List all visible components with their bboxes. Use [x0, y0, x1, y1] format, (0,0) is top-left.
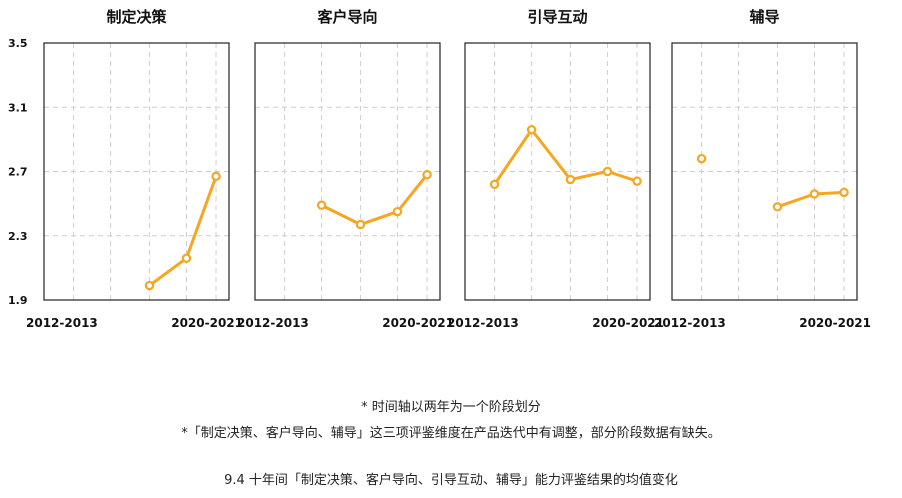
- footnote-missing-data: *「制定决策、客户导向、辅导」这三项评鉴维度在产品迭代中有调整，部分阶段数据有缺…: [181, 426, 721, 441]
- x-tick-label-first: 2012-2013: [237, 316, 309, 330]
- series-line-segment: [530, 128, 572, 182]
- data-point: [772, 202, 783, 212]
- y-tick-label: 1.9: [8, 294, 28, 307]
- data-point: [526, 125, 537, 135]
- series-line-segment: [320, 203, 362, 227]
- panel-2: 客户导向 2012-2013 2020-2021: [237, 8, 454, 330]
- series-line-segment: [568, 170, 609, 182]
- x-tick-label-first: 2012-2013: [447, 316, 519, 330]
- data-point: [211, 171, 221, 182]
- data-point: [144, 280, 155, 291]
- data-point: [696, 153, 707, 164]
- series-line-segment: [605, 170, 639, 183]
- footnote-time-axis: * 时间轴以两年为一个阶段划分: [361, 400, 541, 415]
- data-point: [565, 174, 576, 185]
- series-line-segment: [395, 173, 429, 214]
- panel-4: 辅导 2012-2013 2020-2021: [654, 8, 871, 330]
- series-line-segment: [358, 210, 399, 227]
- panel-title: 引导互动: [527, 8, 587, 26]
- panel-title: 制定决策: [106, 8, 167, 26]
- panel-frame: [254, 42, 441, 301]
- series-line-segment: [775, 192, 816, 209]
- data-point: [809, 189, 820, 199]
- x-tick-label-last: 2020-2021: [171, 316, 243, 330]
- figure-caption: 9.4 十年间「制定决策、客户导向、引导互动、辅导」能力评鉴结果的均值变化: [224, 473, 678, 488]
- data-point: [316, 200, 327, 210]
- series-line-segment: [147, 256, 188, 288]
- series-line-segment: [493, 128, 534, 186]
- panel-frame: [464, 42, 651, 301]
- y-tick-label: 3.5: [8, 37, 28, 50]
- y-tick-label: 2.3: [8, 230, 28, 243]
- data-point: [602, 166, 613, 177]
- x-tick-label-last: 2020-2021: [799, 316, 871, 330]
- panel-3: 引导互动 2012-2013 2020-2021: [447, 8, 664, 330]
- y-tick-label: 2.7: [8, 166, 28, 179]
- data-point: [632, 176, 642, 186]
- series-line-segment: [184, 174, 218, 260]
- panel-1: 制定决策 2012-2013 2020-2021: [26, 8, 243, 330]
- x-tick-label-first: 2012-2013: [654, 316, 726, 330]
- data-point: [489, 179, 500, 190]
- y-tick-label: 3.1: [8, 101, 28, 114]
- x-tick-label-last: 2020-2021: [592, 316, 664, 330]
- x-tick-label-first: 2012-2013: [26, 316, 98, 330]
- panel-title: 客户导向: [316, 8, 377, 26]
- panel-title: 辅导: [749, 8, 779, 26]
- data-point: [839, 187, 849, 198]
- series-line-segment: [812, 190, 846, 196]
- data-point: [181, 253, 192, 263]
- panel-frame: [671, 42, 858, 301]
- panel-frame: [43, 42, 230, 301]
- data-point: [422, 170, 432, 180]
- data-point: [392, 206, 403, 217]
- x-tick-label-last: 2020-2021: [382, 316, 454, 330]
- data-point: [355, 219, 366, 230]
